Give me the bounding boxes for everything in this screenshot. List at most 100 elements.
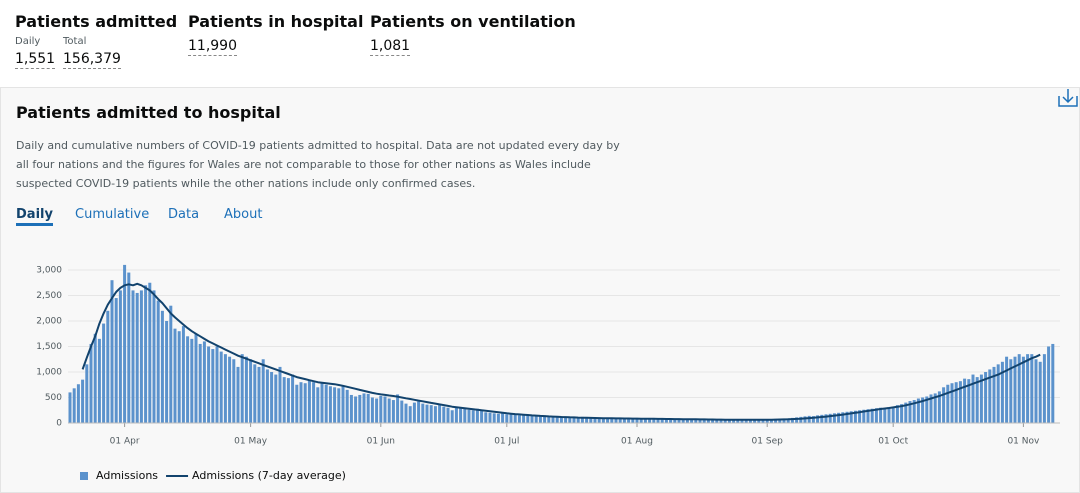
bar [866, 409, 870, 423]
bar [215, 346, 219, 423]
bar [110, 280, 114, 423]
y-tick-label: 3,000 [36, 266, 62, 276]
stat-label: Daily [15, 36, 41, 47]
bar [1021, 356, 1025, 423]
tab[interactable]: About [224, 207, 263, 222]
bar [349, 394, 353, 423]
stat-label: Total [63, 36, 87, 47]
bar [610, 418, 614, 423]
bar [442, 406, 446, 423]
bar [534, 416, 538, 423]
bar [232, 359, 236, 423]
bar [68, 392, 72, 423]
bar [958, 381, 962, 423]
bar [303, 383, 307, 423]
bar [299, 382, 303, 423]
bar [173, 328, 177, 423]
bar [572, 417, 576, 423]
bar [379, 395, 383, 423]
bar [929, 394, 933, 423]
bar [849, 411, 853, 423]
bar [828, 413, 832, 423]
bar [774, 418, 778, 423]
bar [517, 415, 521, 423]
bar [1034, 359, 1038, 423]
stat-value: 11,990 [188, 38, 237, 56]
bar [114, 298, 118, 423]
bar [807, 415, 811, 423]
bar [202, 341, 206, 423]
bar [404, 403, 408, 423]
bar [391, 400, 395, 423]
bar [522, 414, 526, 423]
bar [925, 396, 929, 423]
bar [904, 402, 908, 423]
bar [677, 419, 681, 423]
bar [362, 393, 366, 423]
line [81, 282, 1041, 421]
tab[interactable]: Data [168, 207, 200, 222]
bar [933, 393, 937, 423]
bar [862, 409, 866, 423]
bar [778, 418, 782, 423]
bar [207, 346, 211, 423]
bar [1005, 356, 1009, 423]
tab[interactable]: Cumulative [75, 207, 150, 222]
bar [790, 417, 794, 423]
bar [685, 419, 689, 423]
bar [601, 418, 605, 423]
bar [992, 366, 996, 423]
bar [240, 354, 244, 423]
bar [501, 413, 505, 423]
bar [845, 411, 849, 423]
bar [732, 419, 736, 423]
bar [551, 416, 555, 423]
bar [589, 418, 593, 423]
bar [509, 413, 513, 423]
bar [782, 418, 786, 423]
bar [946, 384, 950, 423]
bar [975, 377, 979, 423]
bar [278, 366, 282, 423]
bar [169, 305, 173, 423]
y-tick-label: 2,000 [36, 317, 62, 327]
bar [937, 391, 941, 423]
bar [286, 378, 290, 423]
tab[interactable]: Daily [16, 207, 53, 226]
bar [1047, 346, 1051, 423]
x-tick-label: 01 Jun [367, 437, 395, 447]
bar [656, 419, 660, 423]
bar [156, 300, 160, 423]
bar [736, 419, 740, 423]
stat-value: 1,551 [15, 51, 56, 69]
bar [383, 396, 387, 423]
bar [475, 408, 479, 423]
download-icon[interactable] [1058, 89, 1078, 107]
bar [942, 387, 946, 423]
x-tick-label: 01 Nov [1007, 437, 1040, 447]
bar [324, 384, 328, 423]
bar [76, 384, 80, 423]
bar [270, 372, 274, 423]
bar [706, 419, 710, 423]
bar [593, 417, 597, 423]
bar [454, 407, 458, 423]
bar [984, 372, 988, 423]
bar [837, 412, 841, 423]
bar [387, 398, 391, 423]
bar [433, 406, 437, 423]
bar [345, 389, 349, 423]
bar [1009, 359, 1013, 423]
bar [316, 387, 320, 423]
y-tick-label: 1,500 [36, 342, 62, 352]
x-tick-label: 01 Jul [494, 437, 519, 447]
bar [715, 419, 719, 423]
bar [622, 418, 626, 423]
bar [950, 383, 954, 423]
bar [580, 416, 584, 423]
bar [177, 331, 181, 423]
bar [694, 419, 698, 423]
bar [887, 407, 891, 423]
bar [186, 336, 190, 423]
